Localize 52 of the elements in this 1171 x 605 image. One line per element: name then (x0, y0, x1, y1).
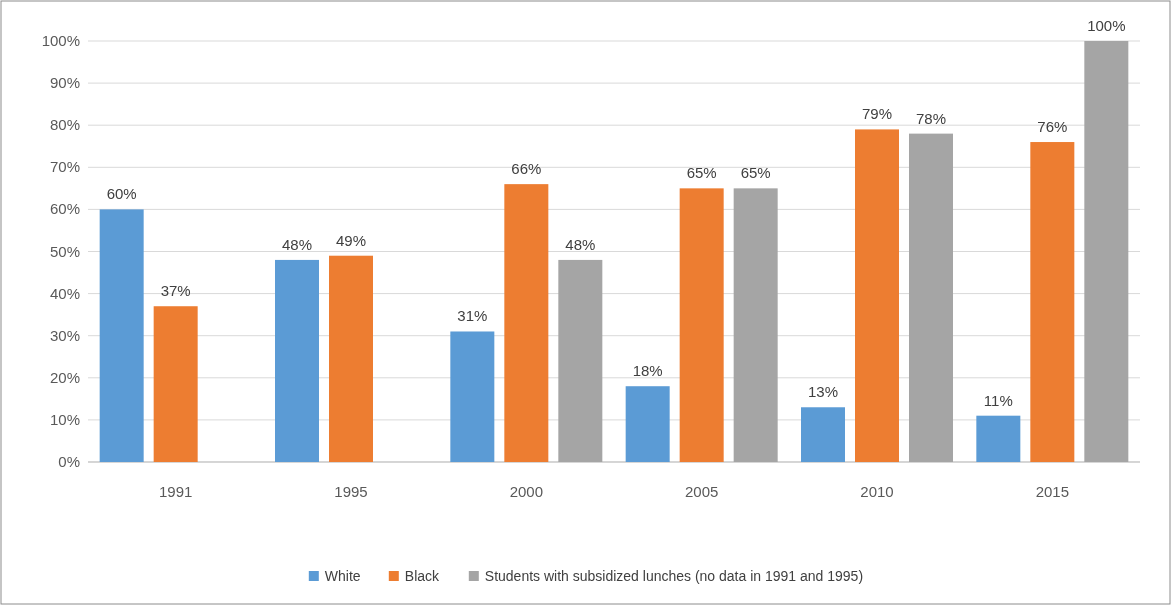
x-tick-label: 1991 (158, 483, 193, 500)
legend-label: Black (404, 568, 441, 584)
legend-label: Students with subsidized lunches (no data in 1991 and 1995) (484, 568, 864, 584)
bar (275, 259, 319, 462)
x-tick-label: 2005 (684, 483, 719, 500)
x-tick-label: 2015 (1035, 483, 1070, 500)
bar (801, 407, 845, 462)
data-label: 65% (686, 164, 717, 182)
data-label: 49% (335, 231, 367, 249)
y-tick-label: 50% (49, 242, 80, 260)
bar (99, 209, 144, 462)
data-label: 13% (807, 383, 839, 401)
bar (504, 184, 549, 462)
bar (329, 255, 373, 462)
data-label: 31% (457, 307, 488, 325)
bar (450, 331, 495, 462)
data-label: 18% (632, 362, 663, 380)
y-tick-label: 40% (49, 284, 80, 302)
y-tick-label: 80% (49, 116, 80, 134)
data-label: 37% (160, 282, 191, 300)
bar (1084, 41, 1129, 462)
bar (976, 415, 1021, 462)
data-label: 11% (983, 391, 1013, 409)
bar (733, 188, 778, 462)
y-tick-label: 100% (41, 32, 80, 49)
y-tick-label: 60% (49, 200, 80, 218)
y-tick-label: 30% (49, 326, 80, 344)
y-tick-label: 0% (58, 453, 80, 470)
bar (1030, 142, 1075, 462)
y-tick-label: 70% (49, 158, 80, 176)
x-tick-label: 2000 (509, 483, 544, 500)
data-label: 79% (861, 105, 893, 123)
x-tick-label: 2010 (860, 483, 894, 500)
y-tick-label: 10% (49, 410, 80, 428)
y-tick-label: 20% (49, 368, 80, 386)
y-tick-label: 90% (49, 74, 80, 92)
bar (909, 133, 953, 462)
data-label: 66% (511, 160, 542, 178)
bar (558, 259, 603, 462)
x-tick-label: 1995 (334, 483, 368, 500)
bar (855, 129, 899, 462)
legend-label: White (324, 568, 361, 584)
data-label: 48% (565, 235, 596, 253)
bar (679, 188, 724, 462)
data-label: 65% (740, 164, 771, 182)
data-label: 100% (1087, 17, 1126, 34)
bar (625, 386, 670, 462)
data-label: 60% (106, 185, 137, 203)
data-label: 48% (281, 235, 313, 253)
bar (153, 306, 198, 462)
data-label: 76% (1037, 118, 1068, 136)
data-label: 78% (915, 109, 947, 127)
